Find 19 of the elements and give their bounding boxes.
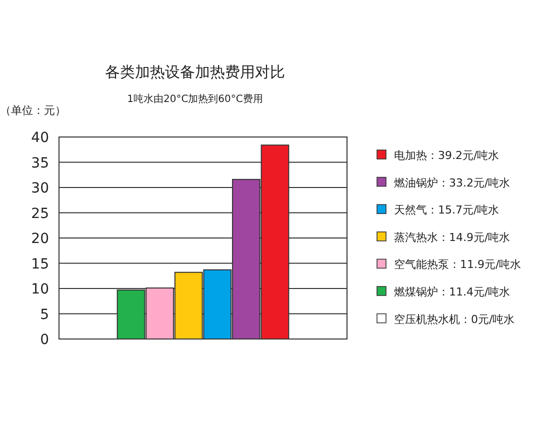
y-tick-label: 35 (31, 155, 49, 172)
y-tick-label: 25 (31, 206, 49, 222)
y-axis-title: （单位：元） (0, 104, 66, 117)
legend-label: 蒸汽热水：14.9元/吨水 (394, 230, 510, 244)
legend-label: 天然气：15.7元/吨水 (394, 204, 500, 217)
legend-label: 燃油锅炉：33.2元/吨水 (394, 176, 510, 190)
y-tick-label: 15 (31, 256, 49, 272)
legend-label: 空压机热水机：0元/吨水 (394, 312, 515, 326)
legend-label: 空气能热泵：11.9元/吨水 (394, 258, 522, 272)
legend-label: 电加热：39.2元/吨水 (394, 149, 500, 162)
y-tick-label: 10 (31, 282, 49, 298)
y-tick-label: 30 (31, 180, 49, 196)
y-tick-label: 5 (40, 306, 49, 323)
y-tick-label: 40 (31, 130, 49, 146)
y-tick-label: 20 (31, 231, 49, 247)
chart-title: 各类加热设备加热费用对比 (105, 63, 285, 81)
y-tick-label: 0 (40, 332, 49, 348)
legend-label: 燃煤锅炉：11.4元/吨水 (394, 286, 510, 298)
chart-subtitle: 1吨水由20°C加热到60°C费用 (127, 93, 263, 105)
